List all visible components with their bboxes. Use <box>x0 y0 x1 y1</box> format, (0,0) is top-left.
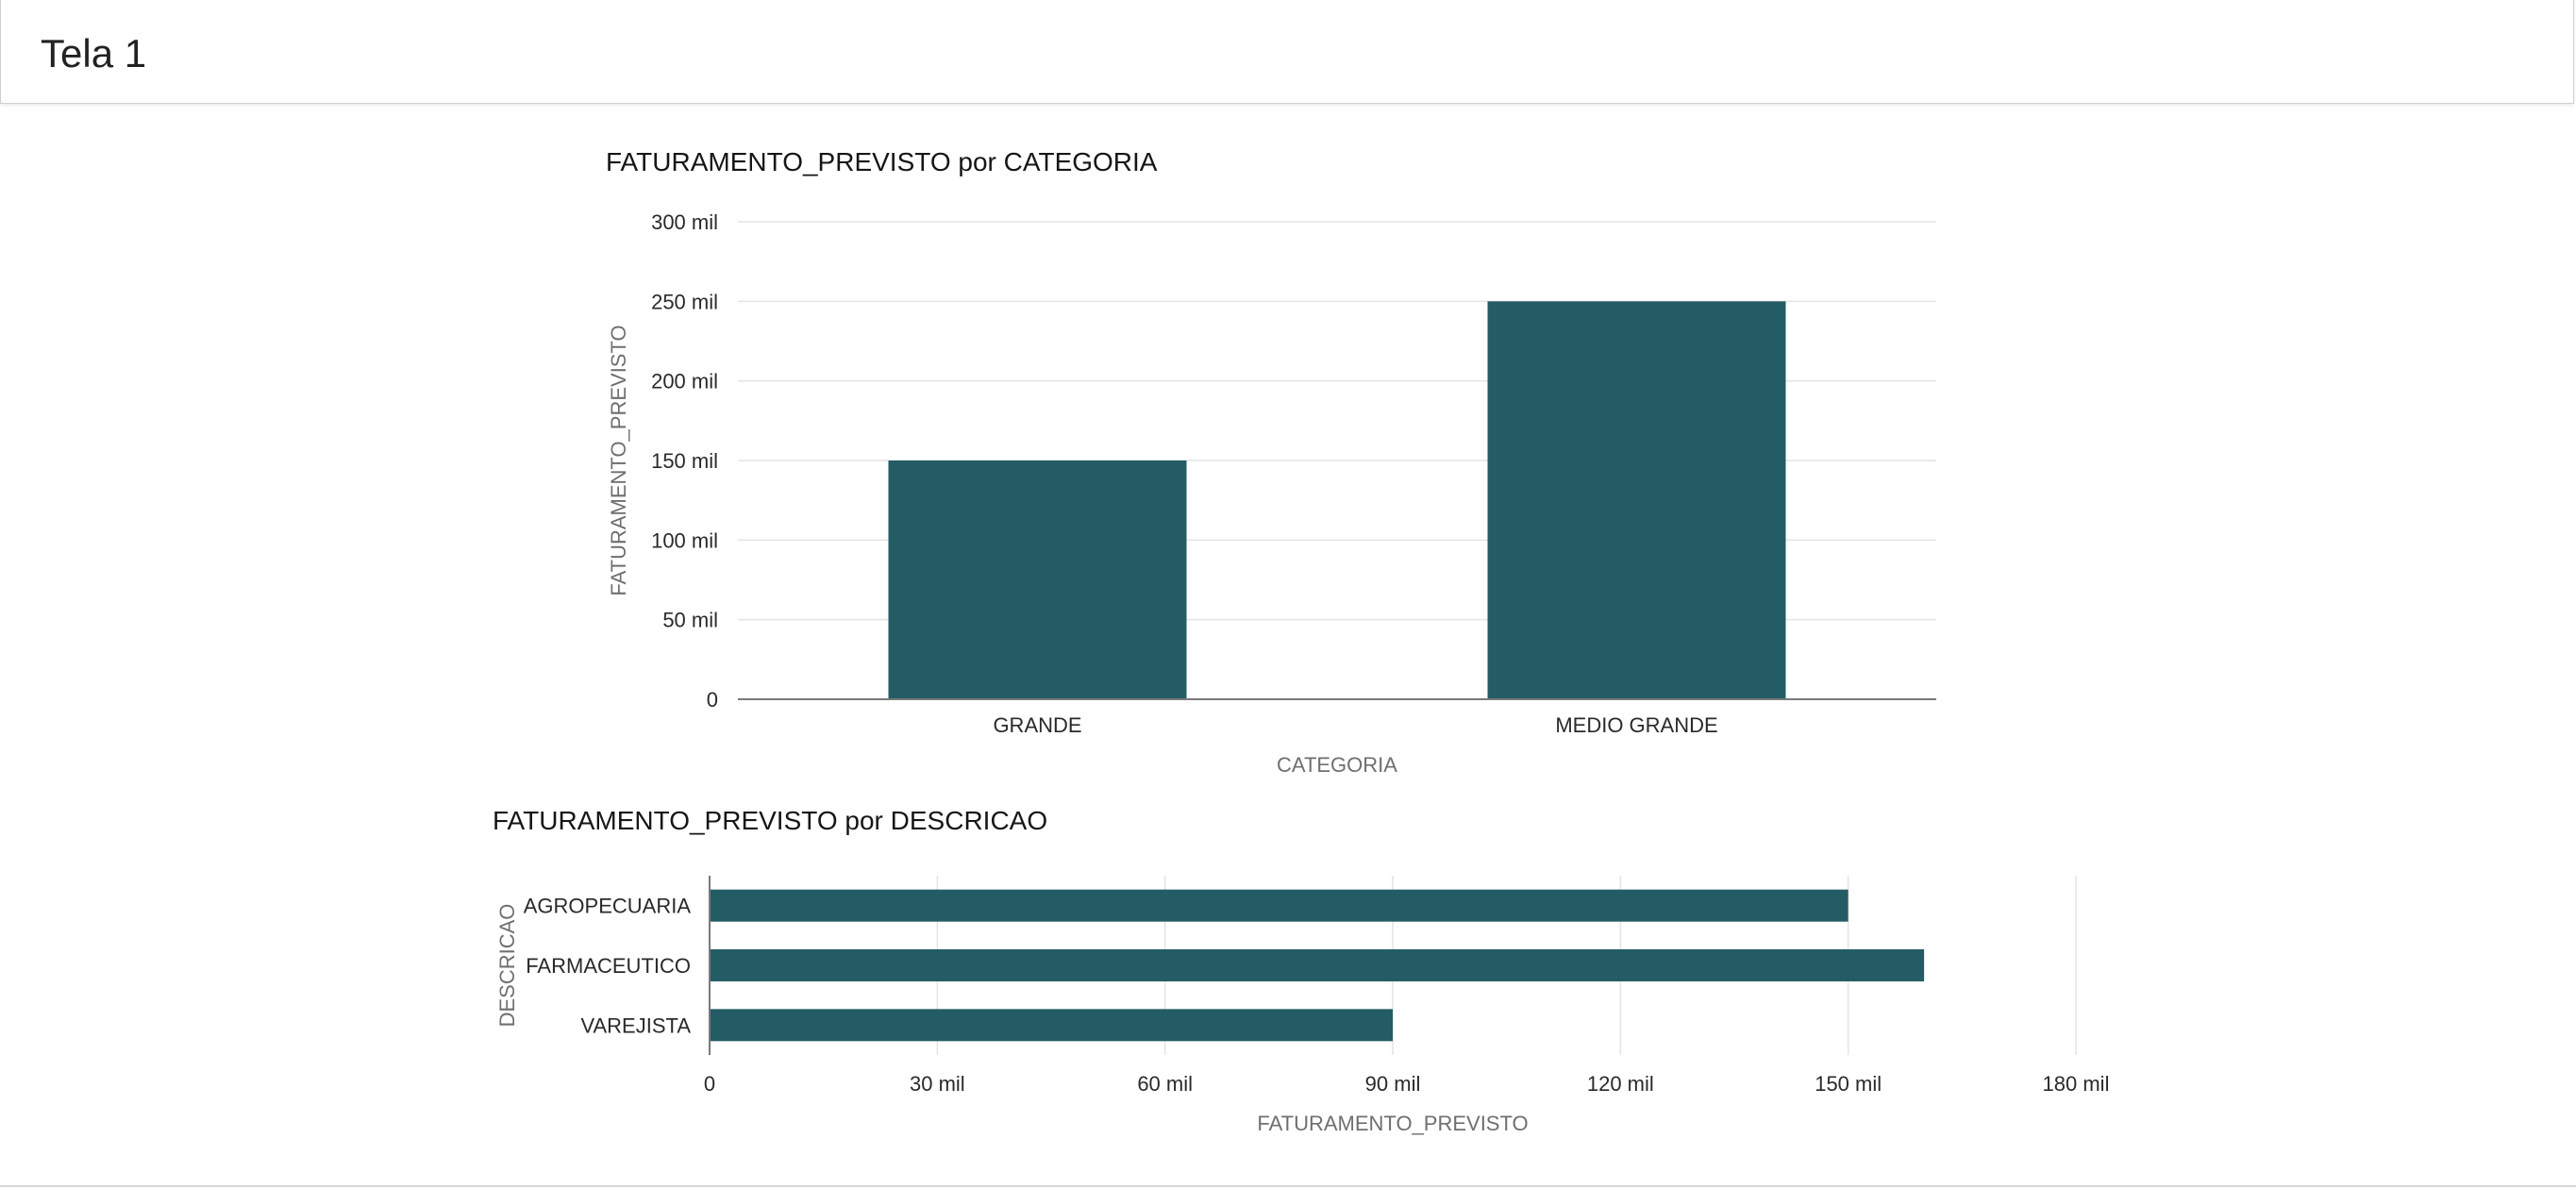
x-tick-label: GRANDE <box>993 713 1081 737</box>
y-tick-label: VAREJISTA <box>580 1013 691 1037</box>
x-tick-label: 90 mil <box>1365 1072 1421 1096</box>
x-axis-title: FATURAMENTO_PREVISTO <box>1257 1112 1528 1135</box>
y-axis-title: DESCRICAO <box>495 904 519 1028</box>
bar-chart-categoria: 0 50 mil 100 mil 150 mil 200 mil 250 mil 300 m… <box>607 210 1936 777</box>
y-tick-label: 300 mil <box>651 210 718 234</box>
bar <box>888 461 1187 699</box>
bar <box>1487 301 1786 699</box>
x-tick-label: 120 mil <box>1587 1072 1654 1096</box>
x-tick-label: 150 mil <box>1815 1072 1882 1096</box>
bar <box>710 889 1848 922</box>
page-bottom-border <box>0 1185 2576 1187</box>
x-tick-label: 180 mil <box>2043 1072 2110 1096</box>
y-tick-label: 200 mil <box>651 370 718 394</box>
y-axis-title: FATURAMENTO_PREVISTO <box>607 325 630 595</box>
y-tick-label: 250 mil <box>651 290 718 313</box>
y-tick-label: 150 mil <box>651 449 718 473</box>
y-tick-label: 50 mil <box>662 609 718 632</box>
x-tick-label: 30 mil <box>910 1072 965 1096</box>
page-title: Tela 1 <box>41 31 147 75</box>
y-tick-label: 100 mil <box>651 528 718 552</box>
page-header: Tela 1 <box>0 0 2574 104</box>
chart-title-categoria: FATURAMENTO_PREVISTO por CATEGORIA <box>606 147 1158 176</box>
x-tick-label: 60 mil <box>1137 1072 1193 1096</box>
x-axis-title: CATEGORIA <box>1277 753 1397 777</box>
y-tick-label: AGROPECUARIA <box>524 895 692 918</box>
x-tick-label: 0 <box>704 1072 715 1096</box>
bar <box>710 1009 1393 1042</box>
chart-title-descricao: FATURAMENTO_PREVISTO por DESCRICAO <box>493 806 1048 835</box>
y-tick-label: 0 <box>707 688 718 712</box>
bar <box>710 949 1925 981</box>
y-tick-label: FARMACEUTICO <box>526 954 691 978</box>
x-tick-label: MEDIO GRANDE <box>1555 713 1717 737</box>
